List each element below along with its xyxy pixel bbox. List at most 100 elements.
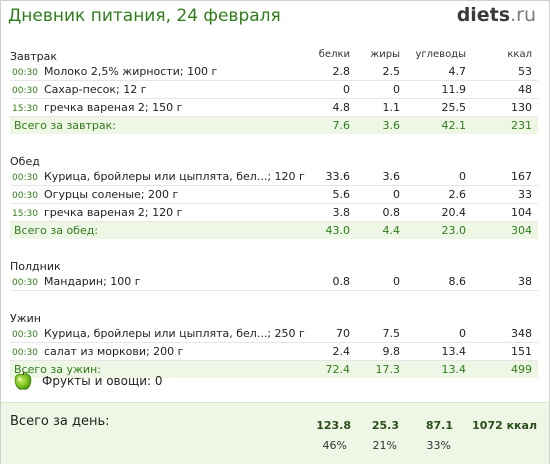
food-time: 00:30 — [12, 86, 38, 96]
meal-total-row: Всего за обед: 43.0 4.4 23.0 304 — [10, 221, 538, 239]
food-name[interactable]: Мандарин; 100 г — [44, 275, 141, 288]
total-protein: 43.0 — [308, 221, 356, 239]
food-fat: 9.8 — [356, 342, 406, 361]
total-fat: 17.3 — [356, 360, 406, 378]
meal-total-row: Всего за завтрак: 7.6 3.6 42.1 231 — [10, 116, 538, 134]
day-fat-pct: 21% — [372, 439, 397, 452]
food-row[interactable]: 15:30 гречка вареная 2; 150 г 4.8 1.1 25.… — [10, 98, 538, 117]
food-kcal: 104 — [472, 203, 538, 222]
food-kcal: 151 — [472, 342, 538, 361]
site-logo[interactable]: diets.ru — [457, 4, 536, 26]
food-row[interactable]: 15:30 гречка вареная 2; 120 г 3.8 0.8 20.… — [10, 203, 538, 222]
total-protein: 72.4 — [308, 360, 356, 378]
food-carbs: 11.9 — [406, 80, 472, 99]
food-fat: 2.5 — [356, 63, 406, 81]
logo-tld: .ru — [510, 4, 536, 26]
food-time: 00:30 — [12, 191, 38, 201]
food-row[interactable]: 00:30 салат из моркови; 200 г 2.4 9.8 13.… — [10, 342, 538, 361]
food-row[interactable]: 00:30 Сахар-песок; 12 г 0 0 11.9 48 — [10, 80, 538, 99]
total-carbs: 13.4 — [406, 360, 472, 378]
food-time: 15:30 — [12, 209, 38, 219]
food-protein: 0.8 — [308, 273, 356, 291]
day-fat: 25.3 — [371, 419, 399, 432]
food-row[interactable]: 00:30 Молоко 2,5% жирности; 100 г 2.8 2.5… — [10, 63, 538, 81]
food-carbs: 0 — [406, 325, 472, 343]
food-row[interactable]: 00:30 Курица, бройлеры или цыплята, бел..… — [10, 325, 538, 343]
total-kcal: 304 — [472, 221, 538, 239]
meal-header: Обед — [10, 151, 538, 168]
food-time: 00:30 — [12, 278, 38, 288]
food-fat: 7.5 — [356, 325, 406, 343]
food-carbs: 13.4 — [406, 342, 472, 361]
meal-title: Ужин — [10, 312, 41, 325]
food-protein: 0 — [308, 80, 356, 99]
food-fat: 0 — [356, 80, 406, 99]
food-name[interactable]: Курица, бройлеры или цыплята, бел...; 25… — [44, 327, 305, 340]
day-carbs-pct: 33% — [426, 439, 451, 452]
fruits-label: Фрукты и овощи: 0 — [42, 374, 163, 388]
food-time: 00:30 — [12, 330, 38, 340]
food-name[interactable]: Сахар-песок; 12 г — [44, 83, 147, 96]
total-carbs: 42.1 — [406, 116, 472, 134]
food-protein: 33.6 — [308, 168, 356, 186]
food-name[interactable]: Курица, бройлеры или цыплята, бел...; 12… — [44, 170, 305, 183]
food-fat: 3.6 — [356, 168, 406, 186]
meal-total-label: Всего за обед: — [10, 221, 308, 239]
food-kcal: 53 — [472, 63, 538, 81]
food-row[interactable]: 00:30 Огурцы соленые; 200 г 5.6 0 2.6 33 — [10, 185, 538, 204]
food-carbs: 8.6 — [406, 273, 472, 291]
total-kcal: 499 — [472, 360, 538, 378]
header: Дневник питания, 24 февраля diets.ru — [0, 0, 548, 34]
food-kcal: 38 — [472, 273, 538, 291]
total-kcal: 231 — [472, 116, 538, 134]
meal-header: Завтрак белки жиры углеводы ккал — [10, 46, 538, 63]
total-protein: 7.6 — [308, 116, 356, 134]
food-fat: 0.8 — [356, 203, 406, 222]
food-protein: 2.4 — [308, 342, 356, 361]
food-time: 15:30 — [12, 104, 38, 114]
food-carbs: 20.4 — [406, 203, 472, 222]
meal-title: Полдник — [10, 260, 61, 273]
food-protein: 2.8 — [308, 63, 356, 81]
col-carbs: углеводы — [415, 49, 466, 60]
col-kcal: ккал — [507, 49, 532, 60]
col-fat: жиры — [370, 49, 400, 60]
food-protein: 3.8 — [308, 203, 356, 222]
total-fat: 3.6 — [356, 116, 406, 134]
food-carbs: 25.5 — [406, 98, 472, 117]
food-name[interactable]: Молоко 2,5% жирности; 100 г — [44, 65, 218, 78]
meal-title: Завтрак — [10, 50, 58, 63]
day-total-label: Всего за день: — [10, 414, 110, 429]
food-protein: 70 — [308, 325, 356, 343]
meal-title: Обед — [10, 155, 40, 168]
food-name[interactable]: салат из моркови; 200 г — [44, 345, 184, 358]
meal-header: Ужин — [10, 308, 538, 325]
food-name[interactable]: Огурцы соленые; 200 г — [44, 188, 179, 201]
logo-main: diets — [456, 4, 511, 26]
total-carbs: 23.0 — [406, 221, 472, 239]
day-protein: 123.8 — [316, 419, 351, 432]
meal-total-label: Всего за ужин: — [10, 360, 308, 378]
food-name[interactable]: гречка вареная 2; 150 г — [44, 101, 183, 114]
food-kcal: 48 — [472, 80, 538, 99]
food-kcal: 167 — [472, 168, 538, 186]
food-protein: 4.8 — [308, 98, 356, 117]
food-carbs: 4.7 — [406, 63, 472, 81]
food-kcal: 33 — [472, 185, 538, 204]
food-row[interactable]: 00:30 Курица, бройлеры или цыплята, бел..… — [10, 168, 538, 186]
apple-icon — [14, 371, 32, 390]
food-time: 00:30 — [12, 173, 38, 183]
food-carbs: 0 — [406, 168, 472, 186]
food-time: 00:30 — [12, 68, 38, 78]
food-row[interactable]: 00:30 Мандарин; 100 г 0.8 0 8.6 38 — [10, 273, 538, 291]
day-kcal: 1072 ккал — [472, 419, 537, 432]
food-fat: 1.1 — [356, 98, 406, 117]
day-carbs: 87.1 — [425, 419, 453, 432]
food-name[interactable]: гречка вареная 2; 120 г — [44, 206, 183, 219]
food-carbs: 2.6 — [406, 185, 472, 204]
food-kcal: 130 — [472, 98, 538, 117]
day-total: Всего за день: 123.8 25.3 87.1 1072 ккал… — [1, 402, 549, 464]
food-fat: 0 — [356, 273, 406, 291]
day-protein-pct: 46% — [322, 439, 347, 452]
meal-header: Полдник — [10, 256, 538, 273]
